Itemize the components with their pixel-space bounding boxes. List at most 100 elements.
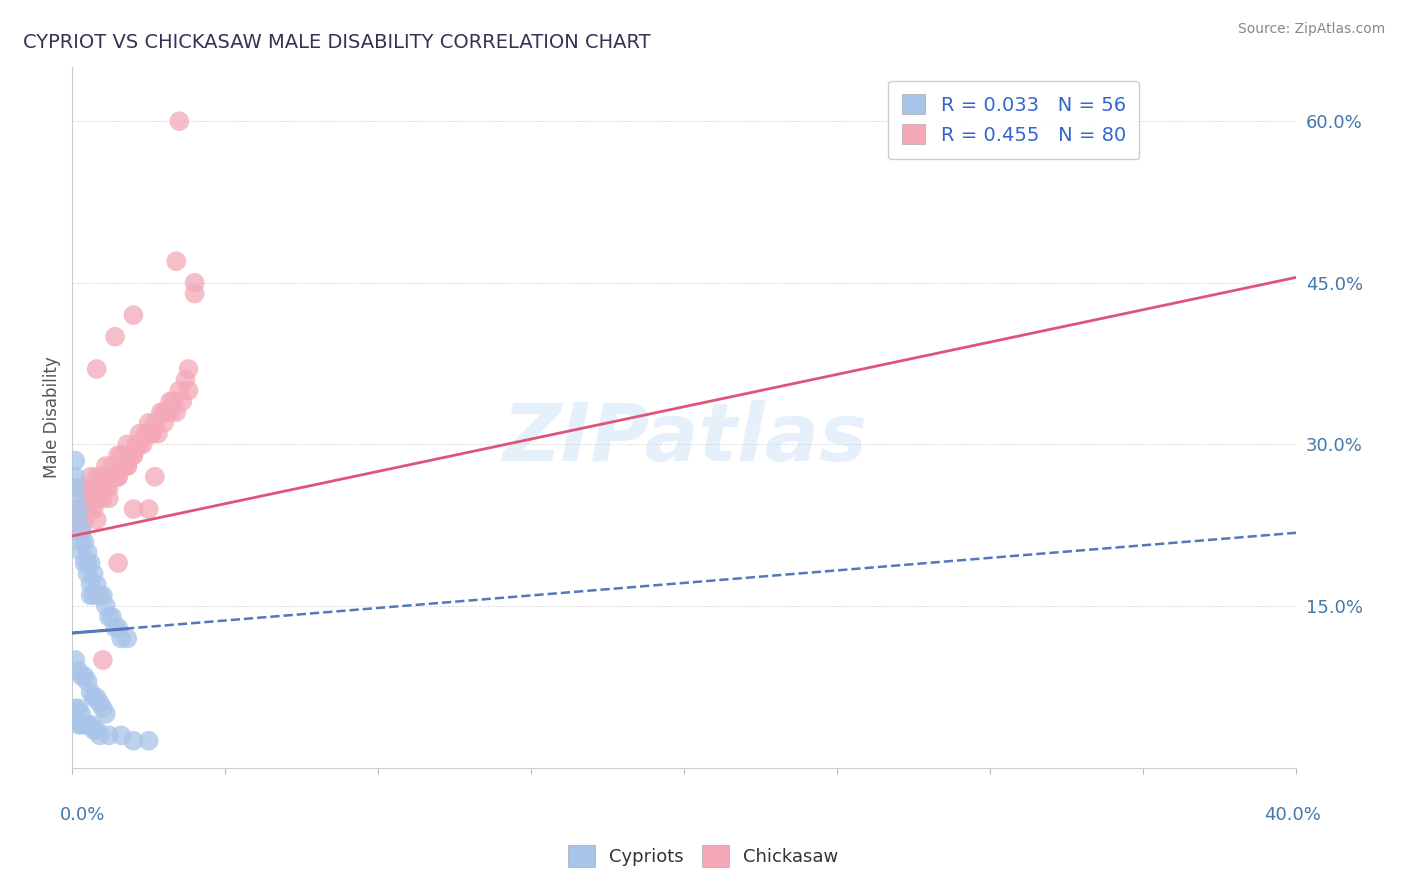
Point — [110, 458, 132, 473]
Point — [112, 458, 135, 473]
Point — [138, 426, 160, 441]
Point — [120, 448, 142, 462]
Point — [76, 556, 98, 570]
Point — [141, 426, 163, 441]
Point — [135, 426, 157, 441]
Point — [143, 416, 166, 430]
Point — [107, 469, 129, 483]
Point — [86, 690, 108, 705]
Point — [131, 437, 153, 451]
Text: Source: ZipAtlas.com: Source: ZipAtlas.com — [1237, 22, 1385, 37]
Point — [67, 502, 90, 516]
Point — [165, 405, 187, 419]
Point — [89, 728, 111, 742]
Point — [183, 276, 205, 290]
Point — [67, 513, 90, 527]
Point — [122, 448, 145, 462]
Point — [143, 469, 166, 483]
Point — [73, 669, 96, 683]
Point — [65, 481, 87, 495]
Point — [79, 469, 101, 483]
Point — [76, 502, 98, 516]
Point — [70, 534, 93, 549]
Point — [117, 458, 139, 473]
Point — [122, 448, 145, 462]
Y-axis label: Male Disability: Male Disability — [44, 357, 60, 478]
Point — [79, 685, 101, 699]
Point — [94, 458, 117, 473]
Point — [128, 437, 150, 451]
Point — [86, 469, 108, 483]
Point — [70, 524, 93, 538]
Point — [89, 481, 111, 495]
Point — [89, 696, 111, 710]
Point — [70, 524, 93, 538]
Point — [83, 491, 105, 506]
Point — [83, 588, 105, 602]
Point — [86, 362, 108, 376]
Point — [172, 394, 194, 409]
Point — [153, 405, 176, 419]
Point — [101, 469, 124, 483]
Point — [117, 458, 139, 473]
Point — [67, 513, 90, 527]
Point — [70, 481, 93, 495]
Point — [149, 405, 172, 419]
Point — [104, 329, 127, 343]
Point — [65, 712, 87, 726]
Point — [76, 481, 98, 495]
Point — [156, 405, 179, 419]
Point — [104, 621, 127, 635]
Point — [183, 286, 205, 301]
Point — [76, 717, 98, 731]
Point — [65, 469, 87, 483]
Point — [65, 701, 87, 715]
Point — [94, 599, 117, 613]
Point — [97, 481, 120, 495]
Point — [79, 491, 101, 506]
Point — [70, 545, 93, 559]
Point — [110, 448, 132, 462]
Point — [122, 502, 145, 516]
Point — [169, 114, 191, 128]
Point — [73, 491, 96, 506]
Point — [117, 632, 139, 646]
Point — [177, 362, 200, 376]
Point — [141, 426, 163, 441]
Point — [86, 513, 108, 527]
Point — [83, 566, 105, 581]
Point — [122, 308, 145, 322]
Point — [86, 577, 108, 591]
Point — [97, 469, 120, 483]
Point — [94, 481, 117, 495]
Point — [79, 717, 101, 731]
Point — [76, 502, 98, 516]
Point — [97, 728, 120, 742]
Point — [125, 437, 148, 451]
Text: ZIPatlas: ZIPatlas — [502, 400, 866, 477]
Point — [91, 481, 114, 495]
Point — [169, 384, 191, 398]
Point — [110, 728, 132, 742]
Point — [73, 513, 96, 527]
Point — [91, 469, 114, 483]
Point — [128, 426, 150, 441]
Point — [174, 373, 197, 387]
Point — [83, 690, 105, 705]
Point — [162, 394, 184, 409]
Point — [91, 701, 114, 715]
Point — [138, 733, 160, 747]
Point — [86, 723, 108, 737]
Point — [138, 416, 160, 430]
Point — [89, 588, 111, 602]
Point — [177, 384, 200, 398]
Point — [76, 545, 98, 559]
Point — [86, 491, 108, 506]
Point — [104, 469, 127, 483]
Point — [83, 723, 105, 737]
Point — [65, 524, 87, 538]
Point — [101, 458, 124, 473]
Point — [97, 491, 120, 506]
Point — [70, 717, 93, 731]
Point — [76, 566, 98, 581]
